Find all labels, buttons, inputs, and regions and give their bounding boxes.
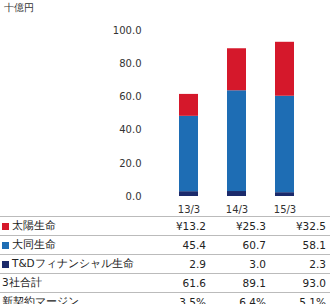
html-text:¥32.5: ¥32.5 — [295, 220, 326, 232]
html-text:2.3: 2.3 — [309, 258, 326, 270]
html-text:¥25.3: ¥25.3 — [235, 220, 266, 232]
html-text:61.6: 61.6 — [182, 277, 206, 289]
svg-text:60.0: 60.0 — [119, 91, 141, 102]
svg-text:14/3: 14/3 — [226, 204, 248, 215]
html-text:太陽生命: 太陽生命 — [12, 219, 56, 231]
html-text:T&Dフィナンシャル生命: T&Dフィナンシャル生命 — [12, 257, 134, 269]
svg-text:13/3: 13/3 — [178, 204, 200, 215]
svg-text:20.0: 20.0 — [119, 158, 141, 169]
svg-text:15/3: 15/3 — [274, 204, 296, 215]
html-text:3社合計: 3社合計 — [2, 276, 42, 288]
html-text:2.9: 2.9 — [189, 258, 206, 270]
svg-text:40.0: 40.0 — [119, 124, 141, 135]
svg-text:80.0: 80.0 — [119, 58, 141, 69]
svg-text:100.0: 100.0 — [113, 25, 142, 36]
svg-text:0.0: 0.0 — [126, 191, 142, 202]
svg-text:十億円: 十億円 — [4, 2, 34, 13]
html-text:58.1: 58.1 — [302, 239, 326, 251]
html-text:¥13.2: ¥13.2 — [175, 220, 206, 232]
html-text:60.7: 60.7 — [242, 239, 266, 251]
html-text:89.1: 89.1 — [242, 277, 266, 289]
html-text:3.0: 3.0 — [249, 258, 266, 270]
html-text:45.4: 45.4 — [182, 239, 206, 251]
html-text:大同生命: 大同生命 — [12, 238, 56, 250]
html-text:93.0: 93.0 — [302, 277, 326, 289]
